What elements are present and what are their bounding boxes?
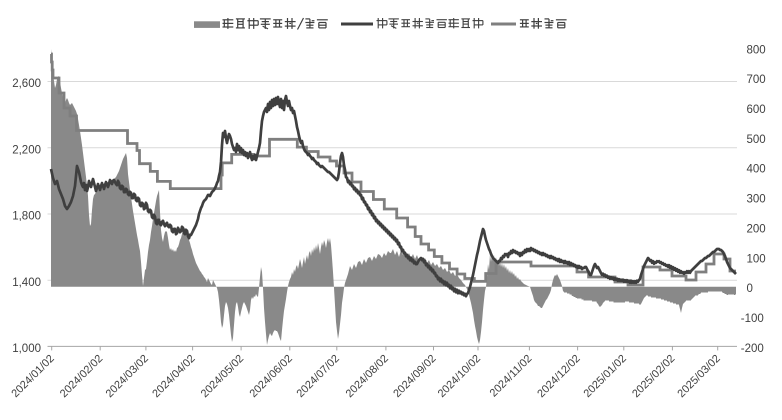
svg-text:600: 600 [747,104,766,116]
svg-text:500: 500 [747,134,766,146]
svg-text:800: 800 [747,44,766,56]
svg-text:2,600: 2,600 [12,78,41,90]
svg-text:-100: -100 [741,313,764,325]
svg-text:100: 100 [747,253,766,265]
svg-text:-200: -200 [741,343,764,355]
svg-text:1,400: 1,400 [12,277,41,289]
svg-text:700: 700 [747,74,766,86]
svg-text:400: 400 [747,164,766,176]
svg-text:1,800: 1,800 [12,211,41,223]
svg-text:300: 300 [747,194,766,206]
svg-text:2,200: 2,200 [12,144,41,156]
svg-text:1,000: 1,000 [12,343,41,355]
svg-text:0: 0 [747,283,753,295]
svg-text:200: 200 [747,224,766,236]
